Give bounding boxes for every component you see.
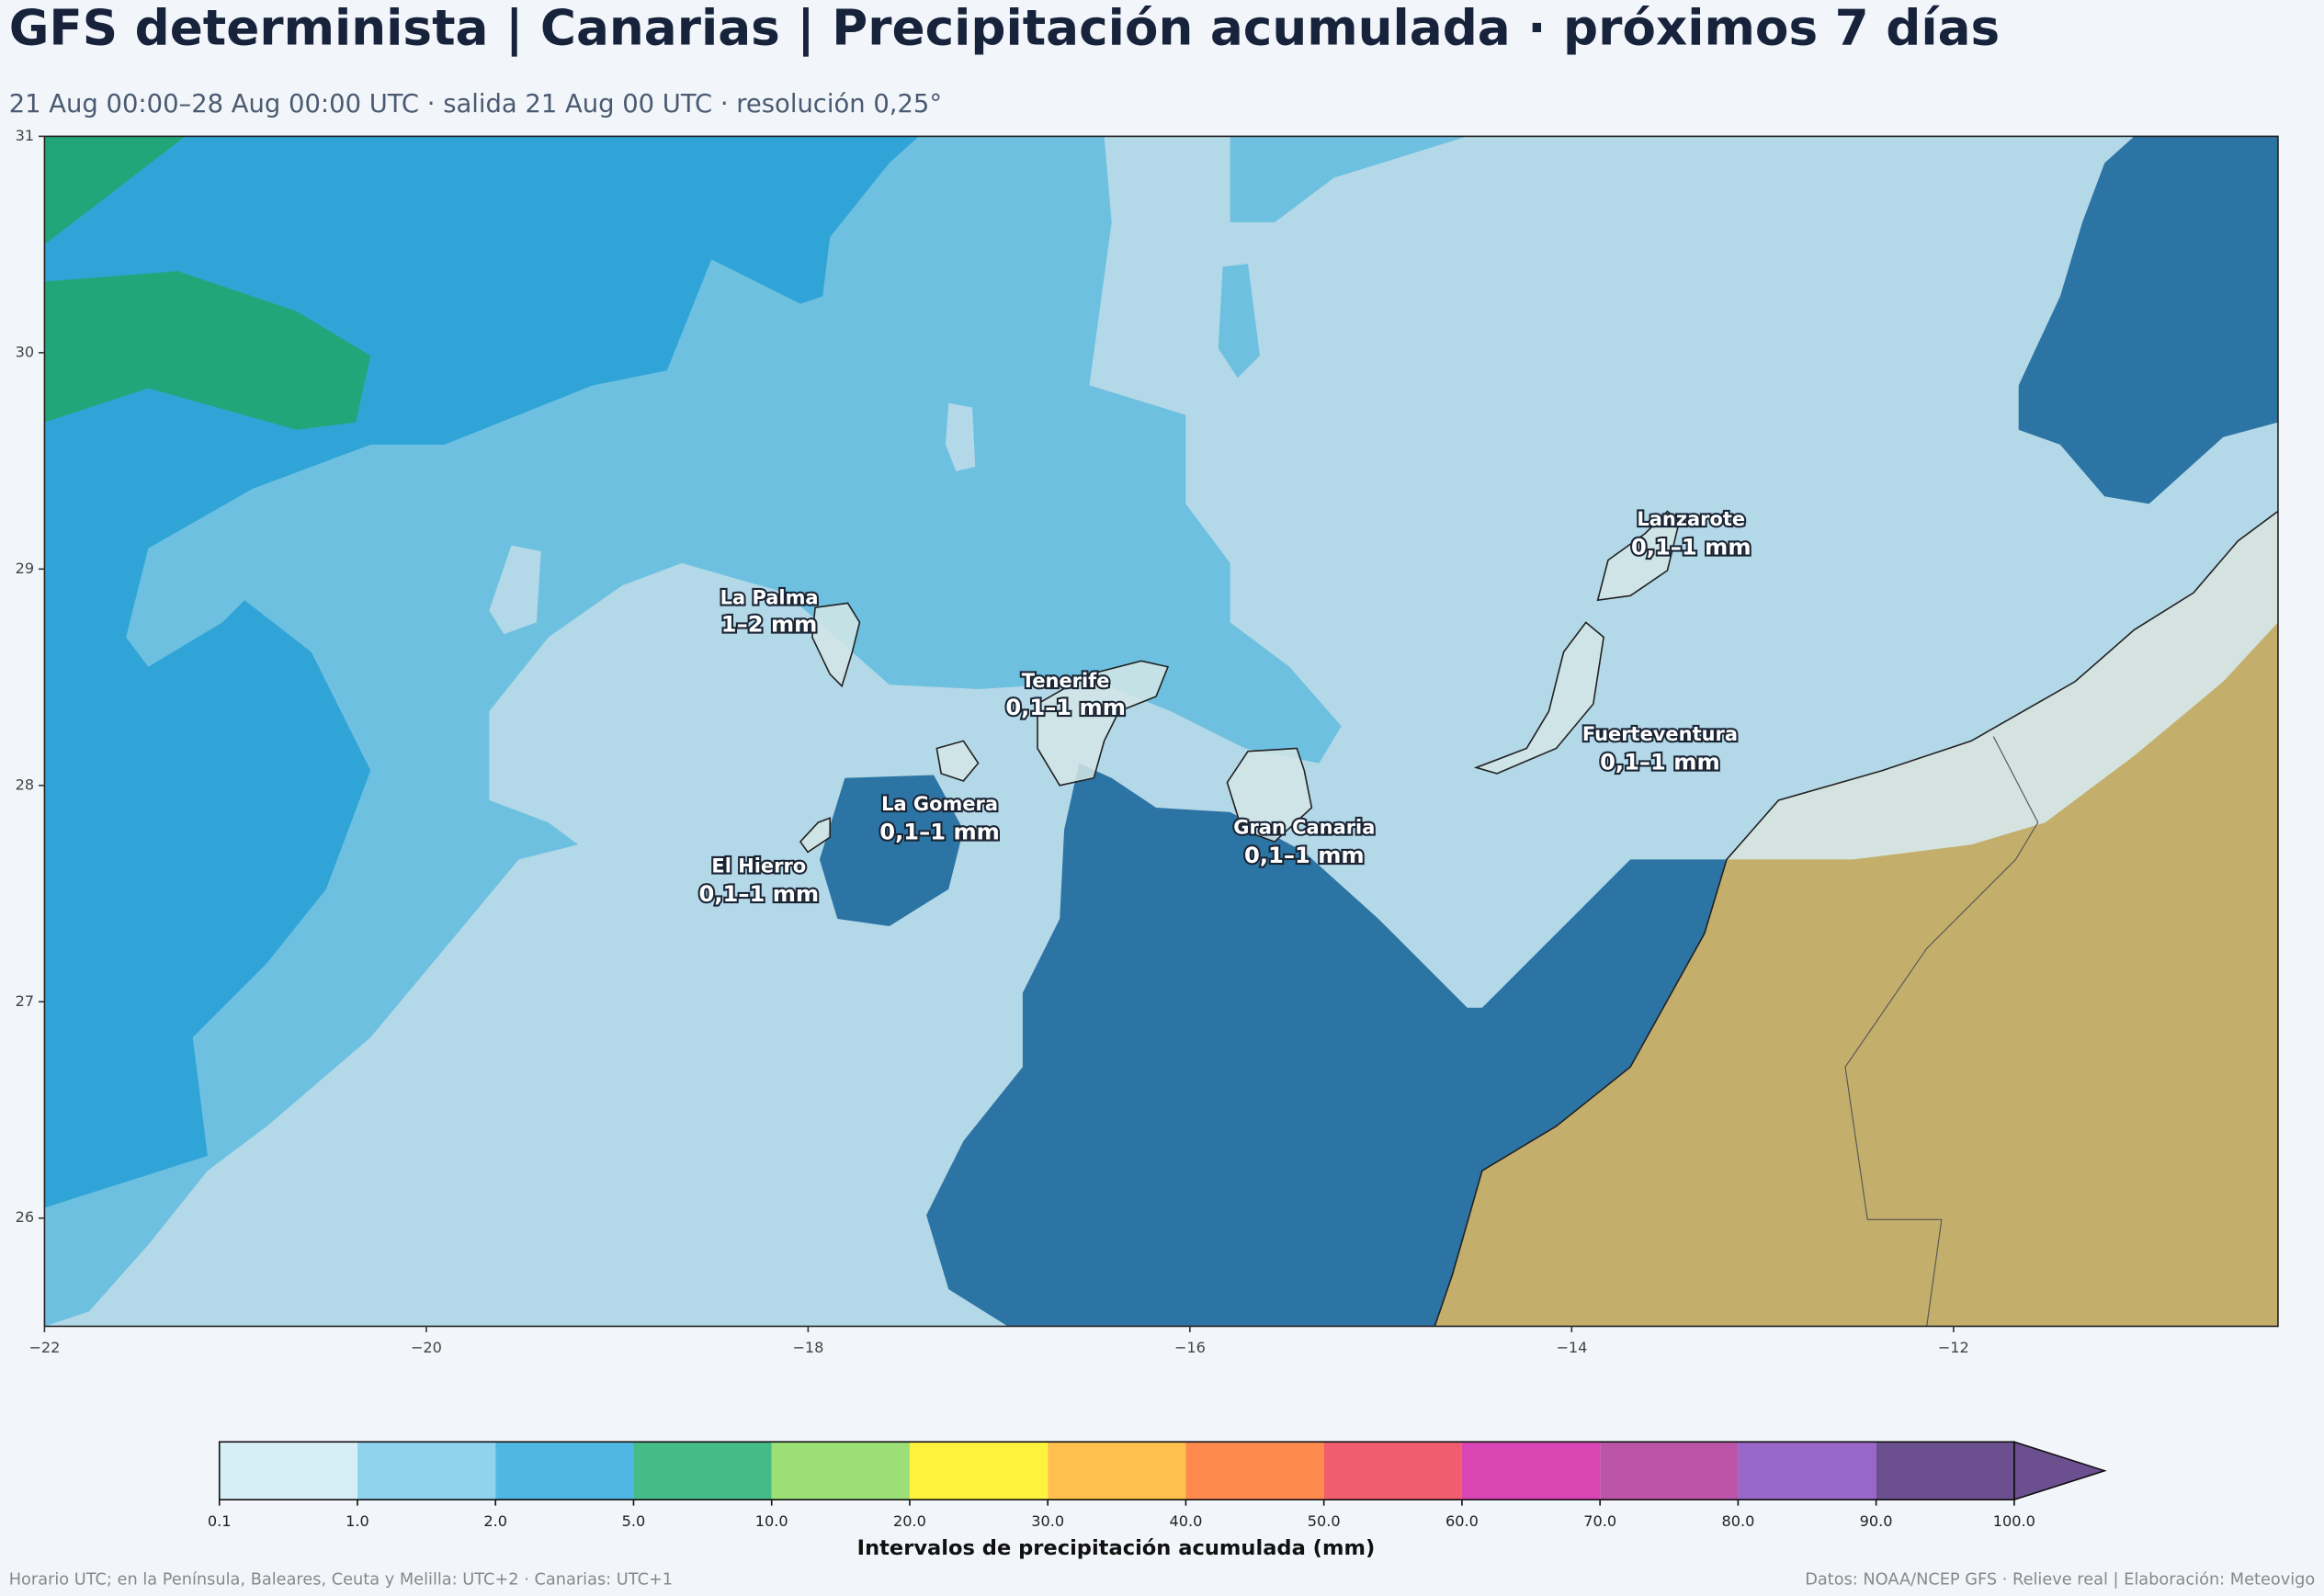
colorbar-tick-label: 100.0 bbox=[1993, 1512, 2035, 1530]
colorbar-tick-label: 70.0 bbox=[1583, 1512, 1616, 1530]
precip-field bbox=[926, 763, 1727, 1327]
island bbox=[1596, 510, 1681, 602]
colorbar-segment bbox=[1048, 1442, 1186, 1500]
colorbar-tick-label: 20.0 bbox=[893, 1512, 926, 1530]
colorbar-segment bbox=[1461, 1442, 1601, 1500]
island-value: 0,1–1 mm bbox=[1005, 695, 1126, 720]
colorbar-tick-label: 40.0 bbox=[1169, 1512, 1202, 1530]
colorbar-segment bbox=[357, 1442, 496, 1500]
colorbar-segment bbox=[1600, 1442, 1739, 1500]
colorbar-segment bbox=[909, 1442, 1049, 1500]
colorbar-frame bbox=[218, 1441, 2015, 1500]
precip-field bbox=[1218, 264, 1260, 379]
colorbar-segment bbox=[633, 1442, 772, 1500]
island-name: La Palma bbox=[720, 587, 819, 609]
precip-field bbox=[946, 402, 976, 471]
subtitle: 21 Aug 00:00–28 Aug 00:00 UTC · salida 2… bbox=[9, 90, 942, 119]
colorbar-segment bbox=[1323, 1442, 1462, 1500]
colorbar-segment bbox=[1738, 1442, 1876, 1500]
island-name: Tenerife bbox=[1022, 670, 1110, 692]
precip-field bbox=[44, 136, 186, 245]
island bbox=[811, 602, 861, 688]
map-frame bbox=[43, 135, 2279, 1328]
precip-field bbox=[1230, 136, 1468, 222]
colorbar-tick-label: 30.0 bbox=[1031, 1512, 1064, 1530]
y-tick-label: 28 bbox=[16, 775, 35, 793]
island-name: Lanzarote bbox=[1637, 508, 1745, 530]
colorbar-segment bbox=[771, 1442, 910, 1500]
x-tick-label: −16 bbox=[1174, 1339, 1206, 1356]
colorbar-tick-label: 80.0 bbox=[1721, 1512, 1754, 1530]
island-value: 0,1–1 mm bbox=[699, 881, 820, 907]
footer-right: Datos: NOAA/NCEP GFS · Relieve real | El… bbox=[1805, 1570, 2315, 1589]
island-value: 1–2 mm bbox=[721, 612, 818, 638]
island bbox=[1037, 660, 1170, 787]
island-name: El Hierro bbox=[711, 855, 806, 877]
footer-left: Horario UTC; en la Península, Baleares, … bbox=[9, 1570, 673, 1589]
colorbar-segment bbox=[495, 1442, 634, 1500]
colorbar-tick-label: 5.0 bbox=[622, 1512, 646, 1530]
border bbox=[1844, 736, 2039, 1327]
x-tick-label: −12 bbox=[1938, 1339, 1969, 1356]
island-name: Fuerteventura bbox=[1582, 723, 1738, 745]
colorbar-tick-label: 2.0 bbox=[483, 1512, 507, 1530]
colorbar-tick-label: 0.1 bbox=[208, 1512, 232, 1530]
x-tick-label: −14 bbox=[1556, 1339, 1587, 1356]
x-tick-label: −18 bbox=[792, 1339, 823, 1356]
colorbar-segment bbox=[1185, 1442, 1324, 1500]
island bbox=[1473, 621, 1604, 775]
island-name: La Gomera bbox=[881, 793, 998, 815]
island-name: Gran Canaria bbox=[1233, 817, 1375, 839]
map bbox=[44, 136, 2278, 1327]
y-tick-label: 26 bbox=[16, 1208, 35, 1226]
y-tick-label: 27 bbox=[16, 992, 35, 1010]
island-value: 0,1–1 mm bbox=[1631, 535, 1752, 560]
precip-field bbox=[489, 545, 541, 635]
x-tick-label: −20 bbox=[411, 1339, 442, 1356]
colorbar-tick-label: 10.0 bbox=[755, 1512, 788, 1530]
colorbar-tick-label: 50.0 bbox=[1308, 1512, 1341, 1530]
precip-field bbox=[2018, 136, 2278, 504]
colorbar-tick-label: 1.0 bbox=[346, 1512, 369, 1530]
colorbar-tick-label: 60.0 bbox=[1445, 1512, 1479, 1530]
island-value: 0,1–1 mm bbox=[1600, 750, 1720, 775]
coastline bbox=[1434, 510, 2278, 1327]
island bbox=[799, 817, 832, 854]
island-value: 0,1–1 mm bbox=[879, 819, 1000, 844]
x-tick-label: −22 bbox=[28, 1339, 60, 1356]
colorbar-label: Intervalos de precipitación acumulada (m… bbox=[857, 1536, 1376, 1560]
land bbox=[1726, 511, 2278, 860]
precip-field bbox=[44, 271, 371, 430]
colorbar-tick-label: 90.0 bbox=[1860, 1512, 1893, 1530]
y-tick-label: 31 bbox=[16, 127, 35, 144]
island bbox=[935, 740, 980, 782]
island-value: 0,1–1 mm bbox=[1244, 843, 1365, 868]
y-tick-label: 30 bbox=[16, 343, 35, 360]
island-labels: La Palma 1–2 mm Tenerife 0,1–1 mm La Gom… bbox=[697, 506, 1752, 909]
precip-field bbox=[819, 775, 964, 927]
colorbar-segment bbox=[219, 1442, 357, 1500]
title: GFS determinista | Canarias | Precipitac… bbox=[9, 0, 2000, 57]
island bbox=[1226, 747, 1313, 843]
colorbar-segment bbox=[1876, 1442, 2014, 1500]
y-tick-label: 29 bbox=[16, 560, 35, 577]
